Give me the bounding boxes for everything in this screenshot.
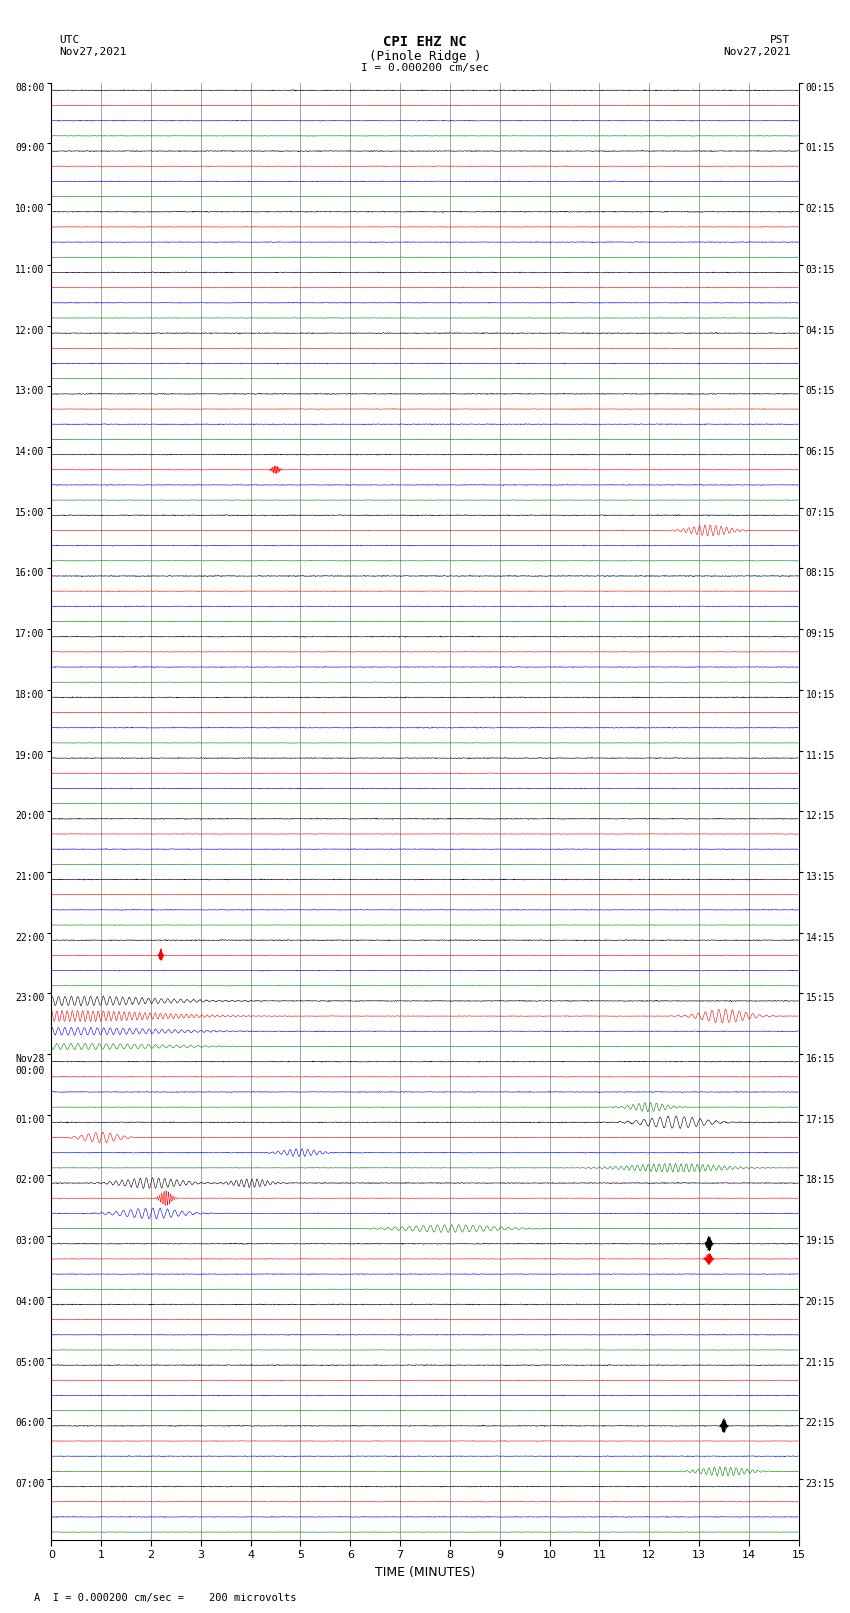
Text: I = 0.000200 cm/sec: I = 0.000200 cm/sec (361, 63, 489, 73)
Text: UTC: UTC (60, 35, 80, 45)
Text: Nov27,2021: Nov27,2021 (723, 47, 791, 56)
Text: PST: PST (770, 35, 790, 45)
Text: CPI EHZ NC: CPI EHZ NC (383, 35, 467, 50)
X-axis label: TIME (MINUTES): TIME (MINUTES) (375, 1566, 475, 1579)
Text: Nov27,2021: Nov27,2021 (60, 47, 127, 56)
Text: A  I = 0.000200 cm/sec =    200 microvolts: A I = 0.000200 cm/sec = 200 microvolts (34, 1594, 297, 1603)
Text: (Pinole Ridge ): (Pinole Ridge ) (369, 50, 481, 63)
